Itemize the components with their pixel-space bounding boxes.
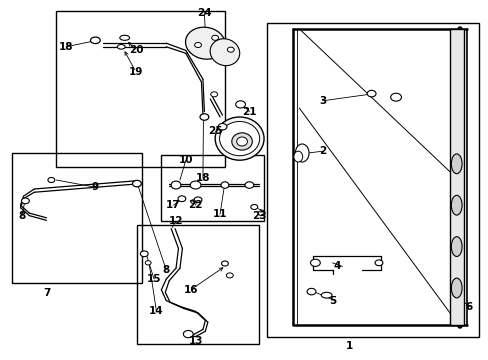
Text: 21: 21	[242, 107, 256, 117]
Text: 2: 2	[319, 146, 325, 156]
Ellipse shape	[132, 180, 141, 187]
Ellipse shape	[48, 177, 55, 183]
Ellipse shape	[210, 39, 239, 66]
Ellipse shape	[390, 93, 401, 101]
Ellipse shape	[21, 198, 29, 204]
Ellipse shape	[450, 154, 461, 174]
Bar	[56, 11, 224, 167]
Bar	[161, 155, 264, 221]
Text: 8: 8	[19, 211, 25, 221]
Text: 4: 4	[333, 261, 341, 271]
Ellipse shape	[258, 211, 264, 216]
Text: 25: 25	[207, 126, 222, 136]
Text: 9: 9	[92, 182, 99, 192]
Ellipse shape	[185, 27, 225, 59]
Text: 18: 18	[195, 173, 210, 183]
Text: 24: 24	[197, 8, 211, 18]
Ellipse shape	[219, 122, 259, 156]
Text: 14: 14	[149, 306, 163, 316]
Text: 5: 5	[328, 296, 335, 306]
Text: 10: 10	[178, 155, 193, 165]
Bar	[12, 153, 142, 283]
Text: 7: 7	[42, 288, 50, 298]
Bar	[137, 225, 259, 344]
Text: 13: 13	[188, 336, 203, 346]
Text: 8: 8	[163, 265, 169, 275]
Ellipse shape	[244, 182, 253, 188]
Ellipse shape	[221, 182, 228, 188]
Ellipse shape	[310, 259, 320, 266]
Ellipse shape	[215, 117, 264, 160]
Ellipse shape	[218, 123, 226, 130]
Ellipse shape	[190, 200, 195, 203]
Ellipse shape	[178, 196, 185, 202]
Ellipse shape	[231, 133, 252, 150]
Text: 18: 18	[59, 42, 73, 52]
Text: 23: 23	[251, 211, 266, 221]
Bar	[266, 23, 478, 337]
Text: 11: 11	[212, 209, 227, 219]
Ellipse shape	[183, 330, 193, 338]
Ellipse shape	[374, 260, 382, 266]
Ellipse shape	[210, 92, 217, 97]
Ellipse shape	[226, 273, 233, 278]
Ellipse shape	[227, 47, 234, 52]
Ellipse shape	[235, 101, 245, 108]
Text: 19: 19	[128, 67, 143, 77]
Text: 16: 16	[183, 285, 198, 295]
Ellipse shape	[140, 251, 148, 257]
Text: 22: 22	[188, 200, 203, 210]
Ellipse shape	[250, 204, 257, 210]
Ellipse shape	[293, 151, 302, 162]
Ellipse shape	[145, 261, 151, 265]
Ellipse shape	[221, 261, 228, 266]
Text: 1: 1	[346, 341, 352, 351]
Ellipse shape	[171, 181, 181, 189]
Ellipse shape	[117, 45, 125, 49]
Ellipse shape	[120, 35, 129, 40]
Ellipse shape	[306, 288, 315, 295]
Ellipse shape	[450, 195, 461, 215]
Text: 15: 15	[146, 274, 161, 284]
Text: 17: 17	[166, 200, 181, 210]
Ellipse shape	[190, 181, 201, 189]
Text: 6: 6	[465, 302, 472, 312]
Ellipse shape	[200, 114, 208, 120]
Ellipse shape	[194, 197, 202, 203]
Text: 3: 3	[319, 96, 325, 106]
Ellipse shape	[450, 278, 461, 298]
Ellipse shape	[90, 37, 100, 44]
Ellipse shape	[450, 237, 461, 257]
Text: 12: 12	[168, 216, 183, 226]
Ellipse shape	[366, 90, 375, 97]
Ellipse shape	[295, 144, 308, 162]
Ellipse shape	[236, 137, 247, 146]
Ellipse shape	[194, 42, 201, 48]
Bar	[449, 29, 463, 325]
Ellipse shape	[211, 35, 218, 40]
Text: 20: 20	[128, 45, 143, 55]
Ellipse shape	[321, 292, 331, 298]
